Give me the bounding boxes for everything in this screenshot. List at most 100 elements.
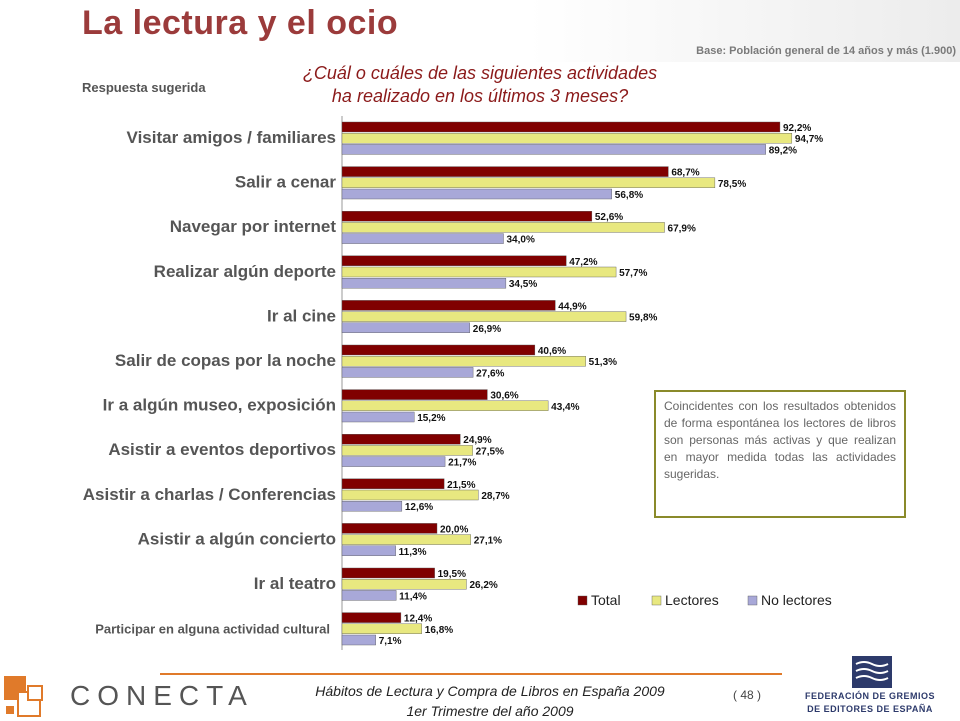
data-label: 21,5% [447,480,475,491]
bar-total [341,567,435,579]
bar-no-lectores [341,144,766,155]
data-label: 78,5% [718,179,746,190]
data-label: 44,9% [558,301,586,312]
legend-label: Lectores [665,592,719,608]
data-label: 59,8% [629,313,657,324]
bar-total [341,612,402,623]
bar-total [341,166,669,177]
bar-total [341,121,781,133]
legend-label: Total [591,592,621,608]
bar-total [341,478,445,489]
bar-no-lectores [341,456,446,467]
data-label: 20,0% [440,524,468,535]
category-label: Realizar algún deporte [154,262,336,281]
category-label: Ir a algún museo, exposición [103,396,336,415]
data-label: 68,7% [671,168,699,179]
data-label: 92,2% [783,123,811,134]
data-label: 7,1% [379,636,402,647]
bar-lectores [341,623,423,634]
footer-line-2: 1er Trimestre del año 2009 [406,703,574,719]
question-line-1: ¿Cuál o cuáles de las siguientes activid… [302,63,658,83]
category-label: Asistir a eventos deportivos [108,440,336,459]
data-label: 15,2% [417,413,445,424]
bar-total [341,523,438,534]
data-label: 47,2% [569,257,597,268]
footer-text: Hábitos de Lectura y Compra de Libros en… [260,681,720,721]
bar-lectores [341,445,473,456]
bar-no-lectores [341,367,474,378]
data-label: 19,5% [438,569,466,580]
data-label: 21,7% [448,458,476,469]
suggested-response-label: Respuesta sugerida [82,80,206,95]
data-label: 43,4% [551,402,579,413]
category-label: Salir de copas por la noche [115,351,336,370]
federation-line-2: DE EDITORES DE ESPAÑA [807,704,933,714]
category-label: Asistir a algún concierto [138,529,336,548]
bar-lectores [341,133,793,144]
bar-lectores [341,489,479,501]
category-label: Salir a cenar [235,173,337,192]
note-box: Coincidentes con los resultados obtenido… [654,390,906,518]
grouped-bar-chart: Visitar amigos / familiares 92,2%94,7%89,… [83,116,832,650]
category-label: Ir al cine [267,306,336,325]
data-label: 16,8% [425,625,453,636]
conecta-logo-icon [4,676,43,717]
category-label: Visitar amigos / familiares [127,128,336,147]
legend-swatch [577,595,588,606]
conecta-logo-text: CONECTA [70,680,254,711]
data-label: 57,7% [619,268,647,279]
data-label: 11,3% [399,547,427,558]
bar-lectores [341,222,665,233]
data-label: 11,4% [399,591,427,602]
bar-lectores [341,311,627,322]
bar-no-lectores [341,277,507,289]
data-label: 27,5% [476,446,504,457]
bar-no-lectores [341,545,396,556]
category-label: Participar en alguna actividad cultural [95,622,330,637]
data-label: 24,9% [463,435,491,446]
data-label: 34,0% [507,235,535,246]
data-label: 89,2% [769,145,797,156]
federation-line-1: FEDERACIÓN DE GREMIOS [805,691,936,701]
bar-no-lectores [341,188,612,200]
base-note: Base: Población general de 14 años y más… [696,45,956,57]
bar-lectores [341,534,471,545]
bar-total [341,210,593,222]
legend-label: No lectores [761,592,832,608]
bar-total [341,255,567,267]
footer-line-1: Hábitos de Lectura y Compra de Libros en… [315,683,665,699]
category-label: Asistir a charlas / Conferencias [83,485,336,504]
page-title: La lectura y el ocio [82,4,399,42]
bar-no-lectores [341,233,504,244]
bar-lectores [341,177,716,189]
bar-total [341,434,461,445]
bar-lectores [341,355,586,367]
bar-total [341,300,556,311]
question-line-2: ha realizado en los últimos 3 meses? [331,86,629,106]
legend-swatch [747,595,758,606]
data-label: 94,7% [795,134,823,145]
data-label: 27,1% [474,536,502,547]
bar-lectores [341,579,467,590]
data-label: 27,6% [476,368,504,379]
bar-lectores [341,400,549,411]
data-label: 26,2% [469,580,497,591]
bar-no-lectores [341,501,403,512]
data-label: 12,4% [404,614,432,625]
bar-no-lectores [341,590,397,601]
data-label: 56,8% [615,190,643,201]
footer-divider [160,673,782,675]
data-label: 12,6% [405,502,433,513]
data-label: 28,7% [481,491,509,502]
survey-question: ¿Cuál o cuáles de las siguientes activid… [270,62,690,108]
page-number: ( 48 ) [733,688,762,702]
title-band [0,0,960,62]
category-label: Navegar por internet [170,217,337,236]
data-label: 67,9% [668,223,696,234]
bar-no-lectores [341,322,470,334]
federation-logo-icon [852,656,892,688]
federation-logo-text: FEDERACIÓN DE GREMIOS DE EDITORES DE ESP… [805,690,935,716]
data-label: 40,6% [538,346,566,357]
bar-no-lectores [341,411,415,423]
bar-lectores [341,266,617,278]
